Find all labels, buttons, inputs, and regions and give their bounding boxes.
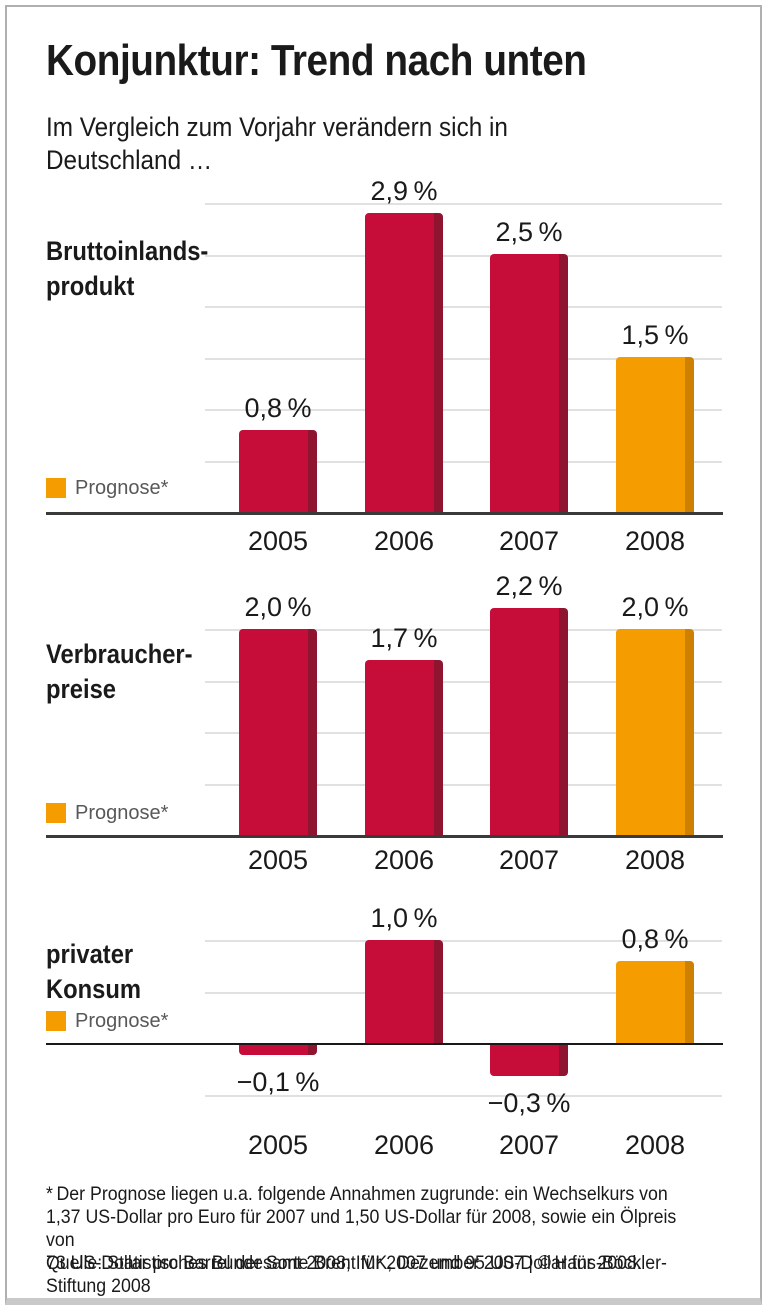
footnote: * Der Prognose liegen u.a. folgende Anna… bbox=[46, 1183, 677, 1274]
value-label-2006: 2,9 % bbox=[370, 176, 438, 206]
gridline-3 bbox=[205, 203, 722, 205]
bar-2007 bbox=[490, 254, 568, 512]
bar-2006 bbox=[365, 213, 443, 512]
legend-prognose: Prognose* bbox=[46, 803, 168, 823]
zero-line bbox=[46, 1043, 723, 1045]
year-label-2006: 2006 bbox=[373, 1130, 435, 1160]
gridline-1.5 bbox=[205, 358, 722, 360]
legend-label: Prognose* bbox=[75, 477, 169, 499]
gridline-2 bbox=[205, 306, 722, 308]
legend-label: Prognose* bbox=[75, 802, 169, 824]
bar-2007 bbox=[490, 1045, 568, 1076]
value-label-2007: 2,2 % bbox=[495, 571, 563, 601]
source-line: Quelle: Statistisches Bundesamt 2008; IM… bbox=[46, 1252, 667, 1297]
gridline-1 bbox=[205, 409, 722, 411]
bar-2008-forecast bbox=[616, 629, 694, 835]
chart-row-label-bruttoinlandsprodukt: Bruttoinlands- produkt bbox=[46, 236, 209, 301]
value-label-2007: 2,5 % bbox=[495, 217, 563, 247]
year-label-2008: 2008 bbox=[624, 526, 686, 556]
value-label-2008: 1,5 % bbox=[621, 320, 689, 350]
gridline-1.5 bbox=[205, 681, 722, 683]
forecast-swatch-icon bbox=[46, 803, 66, 823]
legend-prognose: Prognose* bbox=[46, 1011, 168, 1031]
bar-2008-forecast bbox=[616, 357, 694, 512]
bar-2008-forecast bbox=[616, 961, 694, 1043]
bar-2005 bbox=[239, 430, 317, 512]
year-label-2006: 2006 bbox=[373, 526, 435, 556]
value-label-2008: 2,0 % bbox=[621, 592, 689, 622]
gridline-2 bbox=[205, 629, 722, 631]
value-label-2005: −0,1 % bbox=[236, 1067, 320, 1097]
gridline-1 bbox=[205, 940, 722, 942]
forecast-swatch-icon bbox=[46, 1011, 66, 1031]
gridline-0.5 bbox=[205, 992, 722, 994]
forecast-swatch-icon bbox=[46, 478, 66, 498]
year-label-2006: 2006 bbox=[373, 845, 435, 875]
bar-2005 bbox=[239, 629, 317, 835]
year-label-2008: 2008 bbox=[624, 1130, 686, 1160]
bar-2005 bbox=[239, 1045, 317, 1055]
bar-2006 bbox=[365, 660, 443, 835]
value-label-2007: −0,3 % bbox=[487, 1088, 571, 1118]
value-label-2008: 0,8 % bbox=[621, 924, 689, 954]
legend-label: Prognose* bbox=[75, 1010, 169, 1032]
value-label-2005: 0,8 % bbox=[244, 393, 312, 423]
year-label-2007: 2007 bbox=[498, 1130, 560, 1160]
year-label-2005: 2005 bbox=[247, 1130, 309, 1160]
year-label-2007: 2007 bbox=[498, 845, 560, 875]
bar-2007 bbox=[490, 608, 568, 835]
value-label-2006: 1,0 % bbox=[370, 903, 438, 933]
gridline--0.5 bbox=[205, 1095, 722, 1097]
year-label-2005: 2005 bbox=[247, 526, 309, 556]
gridline-1 bbox=[205, 732, 722, 734]
gridline-2.5 bbox=[205, 255, 722, 257]
gridline-0.5 bbox=[205, 784, 722, 786]
chart-row-label-verbraucherpreise: Verbraucher- preise bbox=[46, 639, 193, 704]
year-label-2005: 2005 bbox=[247, 845, 309, 875]
chart-row-label-privater-konsum: privater Konsum bbox=[46, 939, 142, 1004]
year-label-2007: 2007 bbox=[498, 526, 560, 556]
x-axis-line bbox=[46, 835, 723, 838]
bar-2006 bbox=[365, 940, 443, 1043]
page-title: Konjunktur: Trend nach unten bbox=[46, 36, 587, 85]
gridline-0.5 bbox=[205, 461, 722, 463]
page-subtitle: Im Vergleich zum Vorjahr verändern sich … bbox=[46, 112, 508, 175]
year-label-2008: 2008 bbox=[624, 845, 686, 875]
value-label-2006: 1,7 % bbox=[370, 623, 438, 653]
x-axis-line bbox=[46, 512, 723, 515]
legend-prognose: Prognose* bbox=[46, 478, 168, 498]
value-label-2005: 2,0 % bbox=[244, 592, 312, 622]
